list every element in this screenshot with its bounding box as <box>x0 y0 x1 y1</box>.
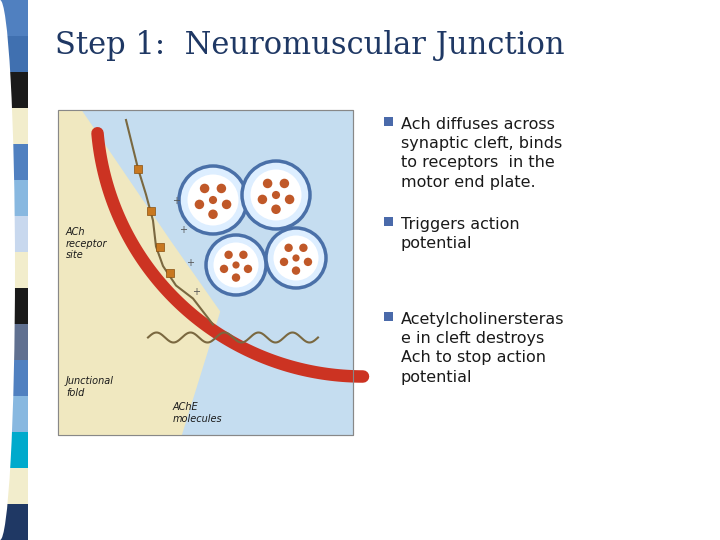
Circle shape <box>279 179 289 188</box>
Text: Triggers action
potential: Triggers action potential <box>401 217 520 251</box>
Text: Step 1:  Neuromuscular Junction: Step 1: Neuromuscular Junction <box>55 30 564 61</box>
Polygon shape <box>58 110 220 435</box>
Circle shape <box>222 200 231 209</box>
Bar <box>0 72 28 108</box>
Text: Acetylcholinersteras
e in cleft destroys
Ach to stop action
potential: Acetylcholinersteras e in cleft destroys… <box>401 312 564 384</box>
Bar <box>0 216 28 252</box>
Circle shape <box>274 235 318 280</box>
Text: Ach diffuses across
synaptic cleft, binds
to receptors  in the
motor end plate.: Ach diffuses across synaptic cleft, bind… <box>401 117 562 190</box>
Bar <box>0 252 28 288</box>
Circle shape <box>292 266 300 275</box>
Circle shape <box>258 194 267 204</box>
Bar <box>0 36 28 72</box>
Circle shape <box>271 205 281 214</box>
Circle shape <box>285 194 294 204</box>
Text: AChE
molecules: AChE molecules <box>173 402 222 424</box>
Ellipse shape <box>0 0 15 540</box>
Circle shape <box>208 210 217 219</box>
Circle shape <box>266 228 326 288</box>
Bar <box>384 312 393 321</box>
Bar <box>58 110 353 435</box>
Bar <box>0 396 28 432</box>
Circle shape <box>239 251 248 259</box>
Circle shape <box>206 235 266 295</box>
Circle shape <box>187 174 238 226</box>
Circle shape <box>214 242 258 287</box>
Bar <box>384 217 393 226</box>
Text: +: + <box>192 287 200 297</box>
Circle shape <box>232 273 240 282</box>
Circle shape <box>217 184 226 193</box>
Circle shape <box>233 261 240 268</box>
Bar <box>0 432 28 468</box>
Circle shape <box>200 184 210 193</box>
Bar <box>0 360 28 396</box>
Text: Junctional
fold: Junctional fold <box>66 376 114 398</box>
Bar <box>0 144 28 180</box>
Text: +: + <box>179 225 187 235</box>
Circle shape <box>292 254 300 261</box>
Circle shape <box>209 196 217 204</box>
Text: ACh
receptor
site: ACh receptor site <box>66 227 107 260</box>
Bar <box>166 268 174 276</box>
Circle shape <box>194 200 204 209</box>
Circle shape <box>263 179 272 188</box>
Circle shape <box>300 244 307 252</box>
Bar <box>0 324 28 360</box>
Circle shape <box>280 258 288 266</box>
Circle shape <box>272 191 280 199</box>
Bar <box>0 180 28 216</box>
Circle shape <box>284 244 293 252</box>
Bar <box>0 288 28 324</box>
Circle shape <box>304 258 312 266</box>
Circle shape <box>242 161 310 229</box>
Bar <box>0 468 28 504</box>
Circle shape <box>244 265 252 273</box>
Bar <box>156 242 164 251</box>
Circle shape <box>225 251 233 259</box>
Bar <box>0 0 28 36</box>
Circle shape <box>251 170 302 220</box>
Text: +: + <box>186 258 194 268</box>
Bar <box>134 165 142 172</box>
Bar <box>0 504 28 540</box>
Bar <box>147 207 155 215</box>
Circle shape <box>220 265 228 273</box>
Text: +: + <box>172 196 180 206</box>
Bar <box>0 108 28 144</box>
Bar <box>58 110 353 435</box>
Bar <box>384 117 393 126</box>
Circle shape <box>179 166 247 234</box>
